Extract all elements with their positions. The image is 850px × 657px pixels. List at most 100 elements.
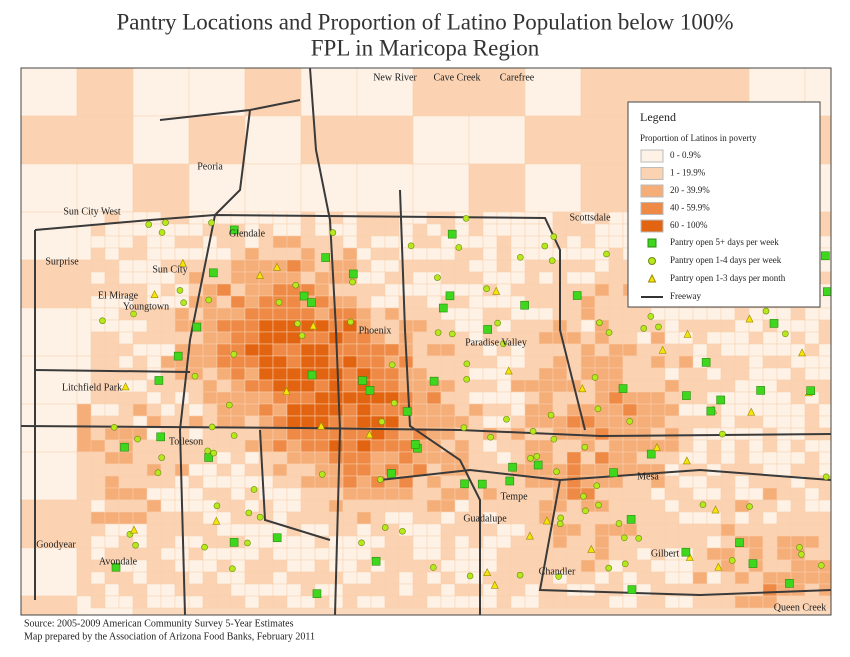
pantry-monthly [685, 552, 694, 561]
tract [384, 271, 400, 285]
pantry-daily [735, 538, 744, 547]
tract [468, 247, 484, 261]
tract [370, 355, 386, 369]
pantry-weekly [555, 573, 562, 580]
tract [566, 307, 582, 321]
pantry-weekly [466, 572, 474, 580]
tract [216, 367, 232, 381]
tract [216, 271, 232, 285]
place-label: Carefree [500, 72, 535, 83]
tract [118, 367, 134, 381]
pantry-weekly [556, 520, 564, 528]
tract [216, 319, 232, 333]
tract [272, 343, 288, 357]
tract [258, 559, 274, 573]
tract [258, 211, 274, 225]
tract [622, 331, 638, 345]
tract [412, 235, 428, 249]
tract [468, 415, 484, 429]
tract [538, 535, 554, 549]
pantry-weekly [462, 215, 470, 222]
tract [160, 523, 176, 537]
tract [482, 307, 498, 321]
tract [706, 343, 722, 357]
tract [608, 343, 624, 357]
tract [524, 115, 582, 165]
tract [622, 451, 638, 465]
tract [818, 595, 831, 609]
tract [384, 379, 400, 393]
tract [146, 391, 162, 405]
tract [300, 115, 358, 165]
tract [230, 499, 246, 513]
tract [776, 511, 792, 525]
tract [580, 283, 596, 297]
tract [356, 583, 372, 597]
tract [356, 247, 372, 261]
legend-label: 20 - 39.9% [670, 185, 710, 195]
tract [300, 259, 316, 273]
tract [244, 259, 260, 273]
tract [538, 343, 554, 357]
tract [286, 535, 302, 549]
tract [552, 535, 568, 549]
tract [552, 547, 568, 561]
tract [636, 559, 652, 573]
legend-subtitle: Proportion of Latinos in poverty [640, 133, 757, 143]
legend: Legend Proportion of Latinos in poverty … [627, 101, 821, 308]
tract [216, 547, 232, 561]
pantry-weekly [208, 219, 215, 226]
tract [230, 283, 246, 297]
tract [272, 307, 288, 321]
tract [300, 451, 316, 465]
pantry-weekly [487, 433, 494, 441]
tract [650, 535, 666, 549]
tract [748, 583, 764, 597]
pantry-weekly [582, 507, 589, 515]
tract [370, 583, 386, 597]
tract [496, 259, 512, 273]
tract [552, 415, 568, 429]
place-label: Sun City [152, 264, 187, 275]
tract [412, 355, 428, 369]
tract [734, 547, 750, 561]
pantry-monthly [273, 262, 281, 271]
tract [370, 439, 386, 453]
tract [230, 415, 246, 429]
tract [174, 595, 190, 609]
tract [608, 439, 624, 453]
tract [21, 307, 78, 357]
tract [314, 391, 330, 405]
tract [594, 415, 610, 429]
tract [412, 559, 428, 573]
tract [496, 535, 512, 549]
tract [132, 271, 148, 285]
tract [104, 583, 120, 597]
tract [300, 391, 316, 405]
pantry-daily [307, 298, 316, 307]
tract [552, 367, 568, 381]
map-frame [20, 67, 832, 616]
tract [524, 343, 540, 357]
tract [622, 367, 638, 381]
pantry-weekly [407, 242, 415, 250]
tract [216, 463, 232, 477]
tract [342, 451, 358, 465]
tract [146, 475, 162, 489]
tract [804, 547, 820, 561]
tract [762, 523, 778, 537]
tract [790, 355, 806, 369]
tract [440, 499, 456, 513]
pantry-daily [229, 225, 239, 235]
tract [314, 475, 330, 489]
source: Map prepared by the Association of Arizo… [24, 631, 315, 642]
tract [482, 355, 498, 369]
tract [594, 283, 610, 297]
pantry-weekly [434, 329, 442, 336]
tract [608, 235, 624, 249]
tract [230, 355, 246, 369]
tract [118, 487, 134, 501]
tract [104, 475, 120, 489]
tract [300, 247, 316, 261]
tract [146, 499, 162, 513]
